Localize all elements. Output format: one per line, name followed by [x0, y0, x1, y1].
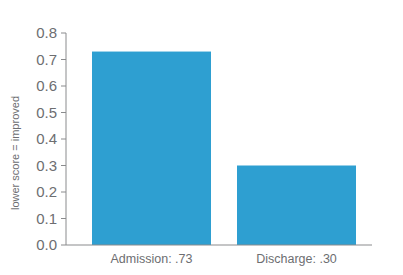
y-tick-label: 0.8: [36, 24, 57, 41]
y-tick: [61, 33, 66, 34]
y-tick-label: 0.3: [36, 157, 57, 174]
y-tick-label: 0.6: [36, 77, 57, 94]
y-tick: [61, 59, 66, 60]
y-tick: [61, 245, 66, 246]
y-tick: [61, 192, 66, 193]
page: {"chart_data": {"type": "bar", "y_label"…: [0, 0, 403, 275]
chart-container: 0.0 0.1 0.2 0.3 0.4 0.5 0.6 0.7 0.8 Admission: .7…: [0, 0, 403, 275]
y-tick: [61, 165, 66, 166]
chart-svg: 0.0 0.1 0.2 0.3 0.4 0.5 0.6 0.7 0.8 Admission: .7…: [0, 0, 403, 275]
y-tick-label: 0.7: [36, 51, 57, 68]
y-tick-label: 0.4: [36, 130, 57, 147]
y-tick-label: 0.5: [36, 104, 57, 121]
y-tick: [61, 86, 66, 87]
y-tick: [61, 218, 66, 219]
bars: [92, 52, 356, 245]
y-tick: [61, 139, 66, 140]
y-tick-label: 0.2: [36, 183, 57, 200]
y-tick-label: 0.1: [36, 210, 57, 227]
x-tick-label: Admission: .73: [111, 252, 193, 266]
y-axis-label: lower score = improved: [9, 96, 21, 210]
y-tick-label: 0.0: [36, 236, 57, 253]
y-tick: [61, 112, 66, 113]
bar: [92, 52, 211, 245]
x-axis-line: [66, 245, 372, 246]
bar: [237, 166, 356, 246]
x-tick-label: Discharge: .30: [256, 252, 337, 266]
